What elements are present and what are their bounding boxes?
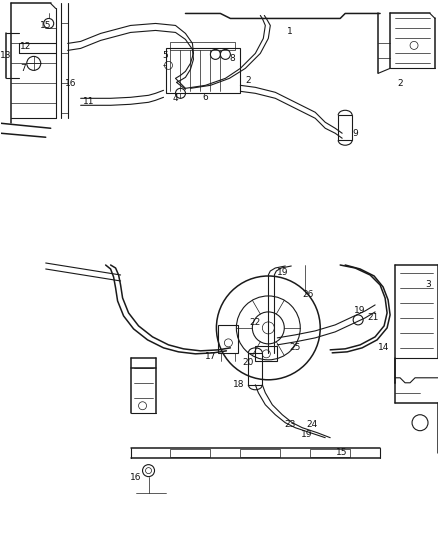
Text: 21: 21 [367,313,379,322]
Text: 17: 17 [205,352,216,361]
Text: 24: 24 [307,420,318,429]
Bar [219,325,238,353]
Text: 3: 3 [425,280,431,289]
Text: 13: 13 [0,51,11,60]
Text: 19: 19 [354,306,366,316]
Text: 19: 19 [276,269,288,278]
Bar [170,43,235,51]
Text: 14: 14 [378,343,390,352]
Text: 8: 8 [230,54,235,63]
Text: 9: 9 [352,129,358,138]
Text: 1: 1 [287,27,293,36]
Text: 12: 12 [20,42,32,51]
Text: 11: 11 [83,97,95,106]
Text: 6: 6 [202,93,208,102]
Text: 4: 4 [173,94,178,103]
Text: 15: 15 [40,21,52,30]
Text: 19: 19 [300,430,312,439]
Bar [166,49,240,93]
Text: 15: 15 [336,448,348,457]
Bar [338,115,352,140]
Text: 25: 25 [290,343,301,352]
Text: 7: 7 [20,64,26,73]
Text: 20: 20 [243,358,254,367]
Bar [255,346,277,361]
Text: 16: 16 [65,79,76,88]
Text: 26: 26 [303,290,314,300]
Text: 5: 5 [162,51,168,60]
Bar [248,353,262,385]
Text: 22: 22 [250,318,261,327]
Text: 16: 16 [130,473,141,482]
Text: 2: 2 [246,76,251,85]
Text: 18: 18 [233,380,244,389]
Bar [170,449,210,457]
Text: 2: 2 [397,79,403,88]
Text: 23: 23 [285,420,296,429]
Bar [310,449,350,457]
Bar [240,449,280,457]
